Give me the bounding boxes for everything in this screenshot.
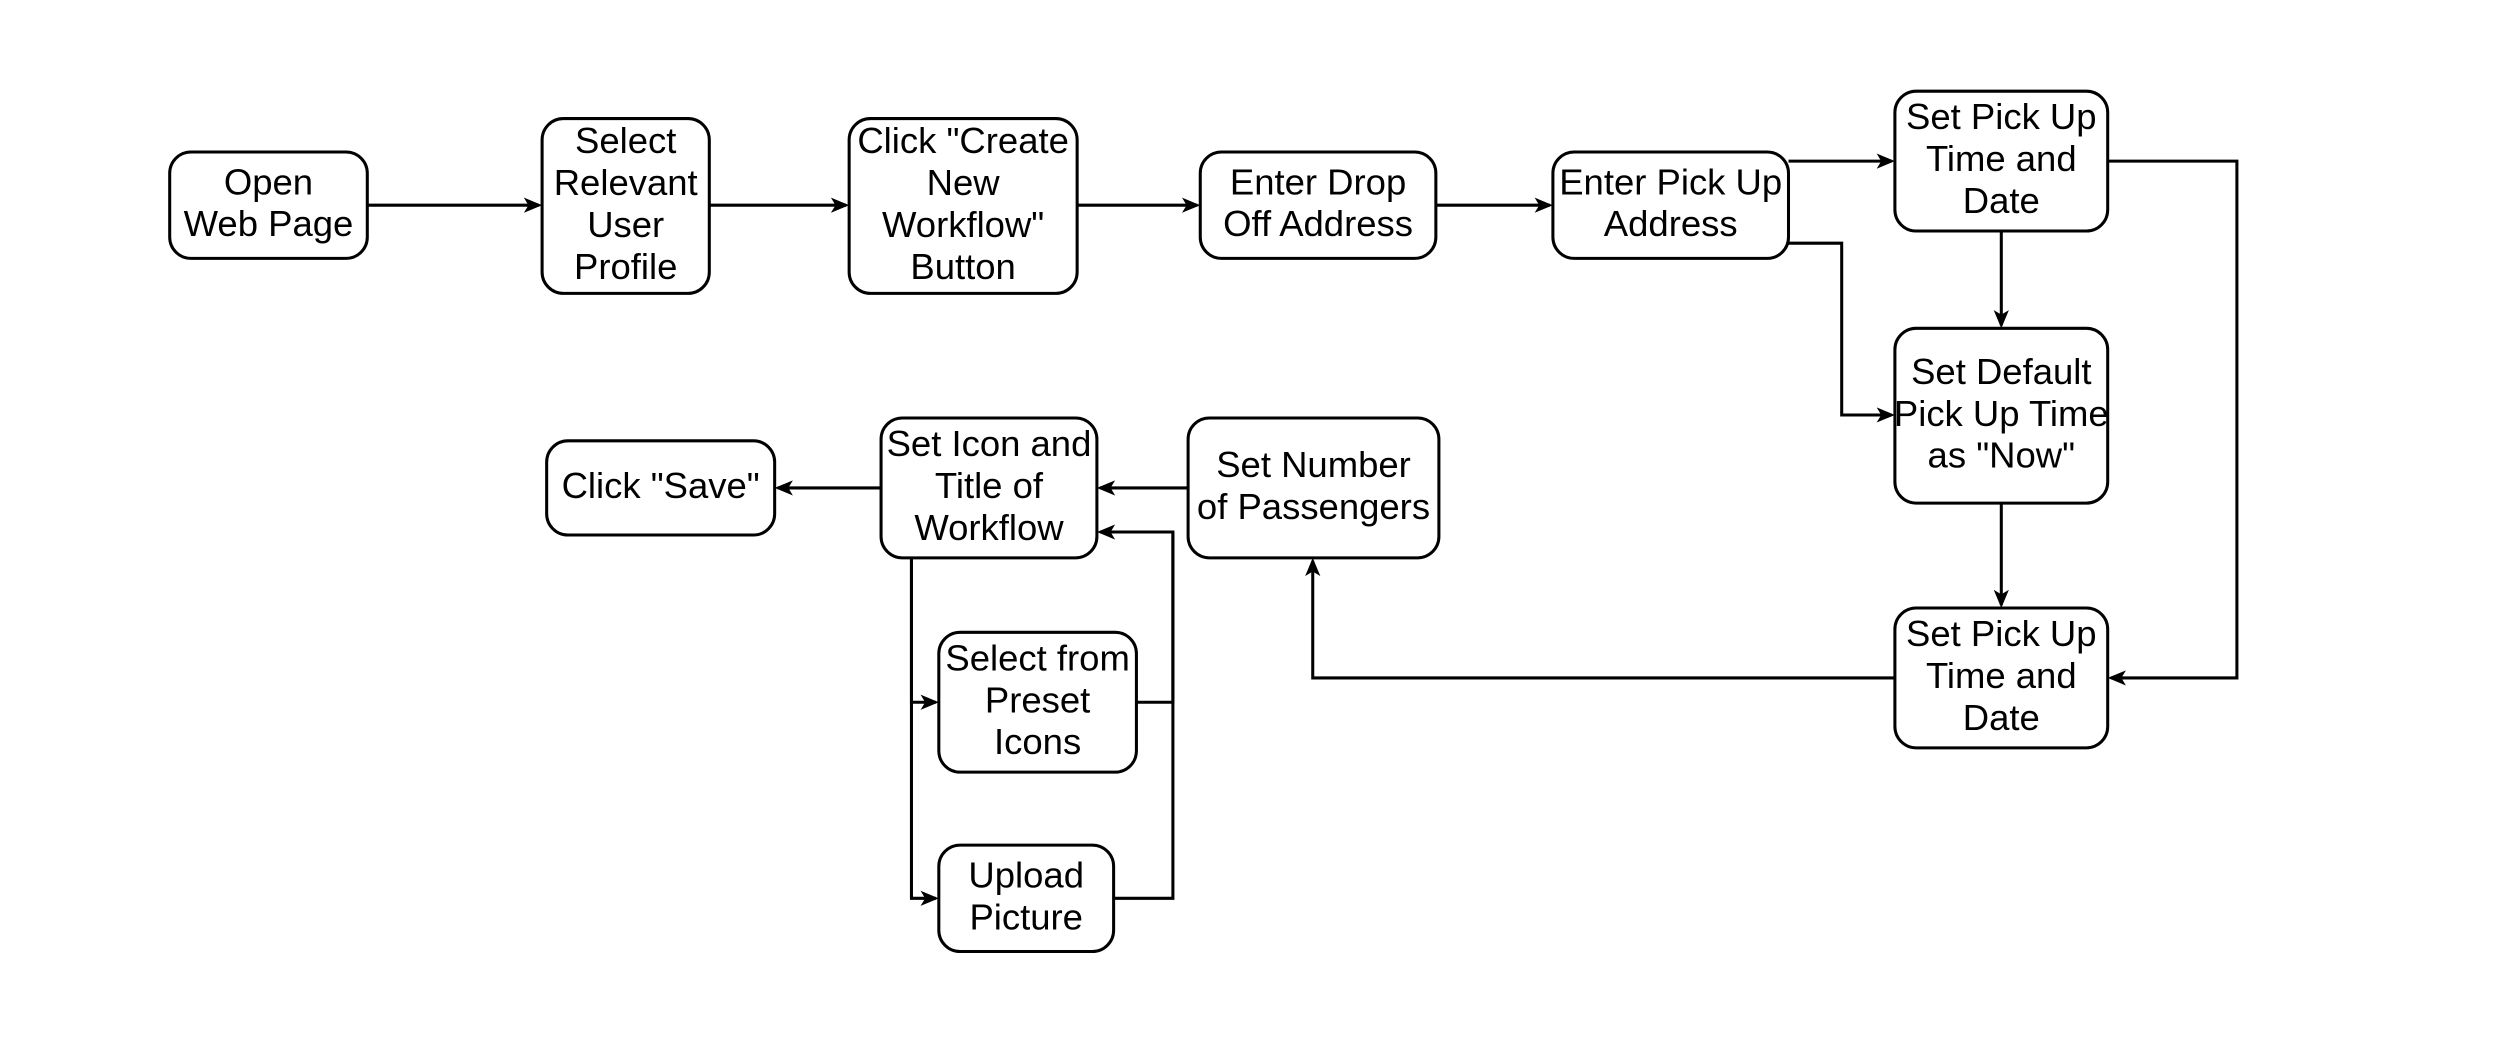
nodes-layer: OpenWeb Page SelectRelevantUserProfile Cli… — [170, 91, 2109, 951]
node-numpass: Set Numberof Passengers — [1188, 418, 1439, 558]
node-settime2: Set Pick UpTime andDate — [1895, 608, 2108, 748]
node-label: Click "Save" — [562, 465, 760, 506]
node-pickup: Enter Pick UpAddress — [1553, 152, 1789, 258]
node-setdefault: Set DefaultPick Up Timeas "Now" — [1894, 328, 2109, 503]
node-label: Enter DropOff Address — [1223, 161, 1413, 244]
node-preset: Select fromPresetIcons — [939, 632, 1137, 772]
node-select: SelectRelevantUserProfile — [542, 119, 709, 294]
flowchart: OpenWeb Page SelectRelevantUserProfile Cli… — [0, 0, 2513, 1064]
node-upload: UploadPicture — [939, 845, 1114, 951]
edge-seticon-down-upload — [911, 558, 935, 898]
edge-seticon-down-preset — [911, 558, 935, 702]
node-dropoff: Enter DropOff Address — [1200, 152, 1436, 258]
node-open: OpenWeb Page — [170, 152, 368, 258]
node-label: UploadPicture — [968, 854, 1084, 937]
node-label: Set Numberof Passengers — [1197, 444, 1430, 527]
node-seticon: Set Icon andTitle ofWorkflow — [881, 418, 1097, 558]
edge-settime1-right-to-settime2 — [2108, 161, 2237, 678]
node-create: Click "CreateNewWorkflow"Button — [849, 119, 1077, 294]
node-save: Click "Save" — [547, 441, 775, 535]
node-settime1: Set Pick UpTime andDate — [1895, 91, 2108, 231]
edge-settime2-to-numpass — [1313, 561, 1895, 678]
edge-pickup-to-setdefault — [1789, 243, 1892, 415]
